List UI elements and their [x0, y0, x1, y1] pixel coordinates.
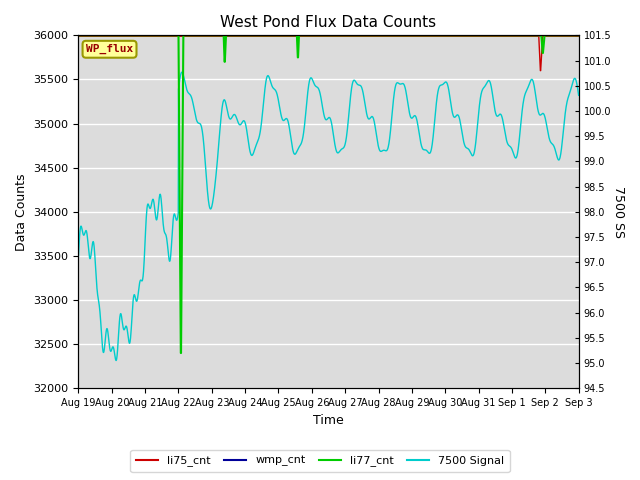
li75_cnt — [214, 33, 221, 39]
7500 Signal — [113, 358, 120, 363]
li75_cnt — [75, 33, 83, 39]
li77_cnt — [214, 33, 222, 38]
li75_cnt — [474, 33, 481, 39]
li77_cnt — [354, 33, 362, 38]
li77_cnt — [531, 33, 538, 38]
7500 Signal — [343, 131, 351, 136]
wmp_cnt — [531, 33, 538, 39]
Line: li75_cnt: li75_cnt — [79, 36, 579, 71]
7500 Signal — [354, 82, 362, 87]
wmp_cnt — [353, 33, 361, 39]
li75_cnt — [531, 33, 538, 39]
li77_cnt — [343, 33, 351, 38]
wmp_cnt — [75, 33, 83, 39]
Legend: li75_cnt, wmp_cnt, li77_cnt, 7500 Signal: li75_cnt, wmp_cnt, li77_cnt, 7500 Signal — [131, 450, 509, 472]
7500 Signal — [474, 118, 482, 124]
li75_cnt — [342, 33, 350, 39]
Line: 7500 Signal: 7500 Signal — [79, 72, 579, 360]
li77_cnt — [545, 33, 552, 38]
li75_cnt — [575, 33, 582, 39]
Text: WP_flux: WP_flux — [86, 44, 133, 54]
7500 Signal — [531, 87, 539, 93]
wmp_cnt — [342, 33, 350, 39]
7500 Signal — [178, 69, 186, 75]
7500 Signal — [214, 146, 222, 152]
wmp_cnt — [575, 33, 582, 39]
li77_cnt — [474, 33, 481, 38]
wmp_cnt — [474, 33, 481, 39]
li77_cnt — [75, 33, 83, 38]
wmp_cnt — [545, 33, 552, 39]
7500 Signal — [545, 133, 552, 139]
li77_cnt — [177, 350, 185, 356]
7500 Signal — [75, 254, 83, 260]
li75_cnt — [353, 33, 361, 39]
li77_cnt — [575, 33, 582, 38]
Y-axis label: 7500 SS: 7500 SS — [612, 186, 625, 238]
li75_cnt — [536, 68, 544, 73]
X-axis label: Time: Time — [313, 414, 344, 427]
li75_cnt — [545, 33, 552, 39]
wmp_cnt — [214, 33, 221, 39]
Title: West Pond Flux Data Counts: West Pond Flux Data Counts — [220, 15, 436, 30]
7500 Signal — [575, 93, 582, 98]
Line: li77_cnt: li77_cnt — [79, 36, 579, 353]
Y-axis label: Data Counts: Data Counts — [15, 173, 28, 251]
